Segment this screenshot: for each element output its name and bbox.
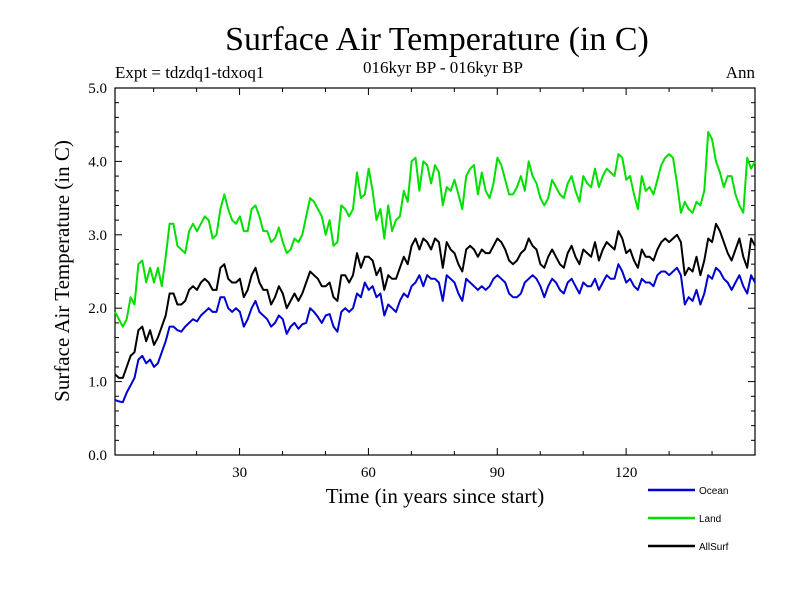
legend-label-allsurf: AllSurf xyxy=(699,542,729,553)
x-tick-label: 120 xyxy=(615,465,638,481)
y-tick-label: 0.0 xyxy=(88,448,107,464)
experiment-label: Expt = tdzdq1-tdxoq1 xyxy=(115,63,264,82)
y-tick-label: 3.0 xyxy=(88,228,107,244)
series-line-land xyxy=(114,131,756,328)
x-tick-label: 90 xyxy=(490,465,505,481)
x-tick-label: 60 xyxy=(361,465,376,481)
series-line-ocean xyxy=(114,263,756,404)
series-lines xyxy=(114,131,756,404)
chart-subtitle: 016kyr BP - 016kyr BP xyxy=(363,58,523,77)
x-axis: 30 60 90 120 xyxy=(153,88,713,481)
y-tick-label: 1.0 xyxy=(88,375,107,391)
plot-frame xyxy=(114,87,756,456)
y-tick-label: 5.0 xyxy=(88,81,107,97)
y-tick-label: 2.0 xyxy=(88,301,107,317)
chart-title: Surface Air Temperature (in C) xyxy=(225,21,649,58)
y-axis: 0.0 1.0 2.0 3.0 4.0 5.0 xyxy=(88,81,755,464)
y-tick-label: 4.0 xyxy=(88,154,107,170)
x-tick-label: 30 xyxy=(232,465,247,481)
legend: Ocean Land AllSurf xyxy=(648,486,729,553)
season-label: Ann xyxy=(726,63,756,82)
legend-label-land: Land xyxy=(699,514,721,525)
legend-label-ocean: Ocean xyxy=(699,486,728,497)
series-line-allsurf xyxy=(114,222,756,379)
x-axis-label: Time (in years since start) xyxy=(326,484,545,508)
y-axis-label: Surface Air Temperature (in C) xyxy=(50,140,74,402)
